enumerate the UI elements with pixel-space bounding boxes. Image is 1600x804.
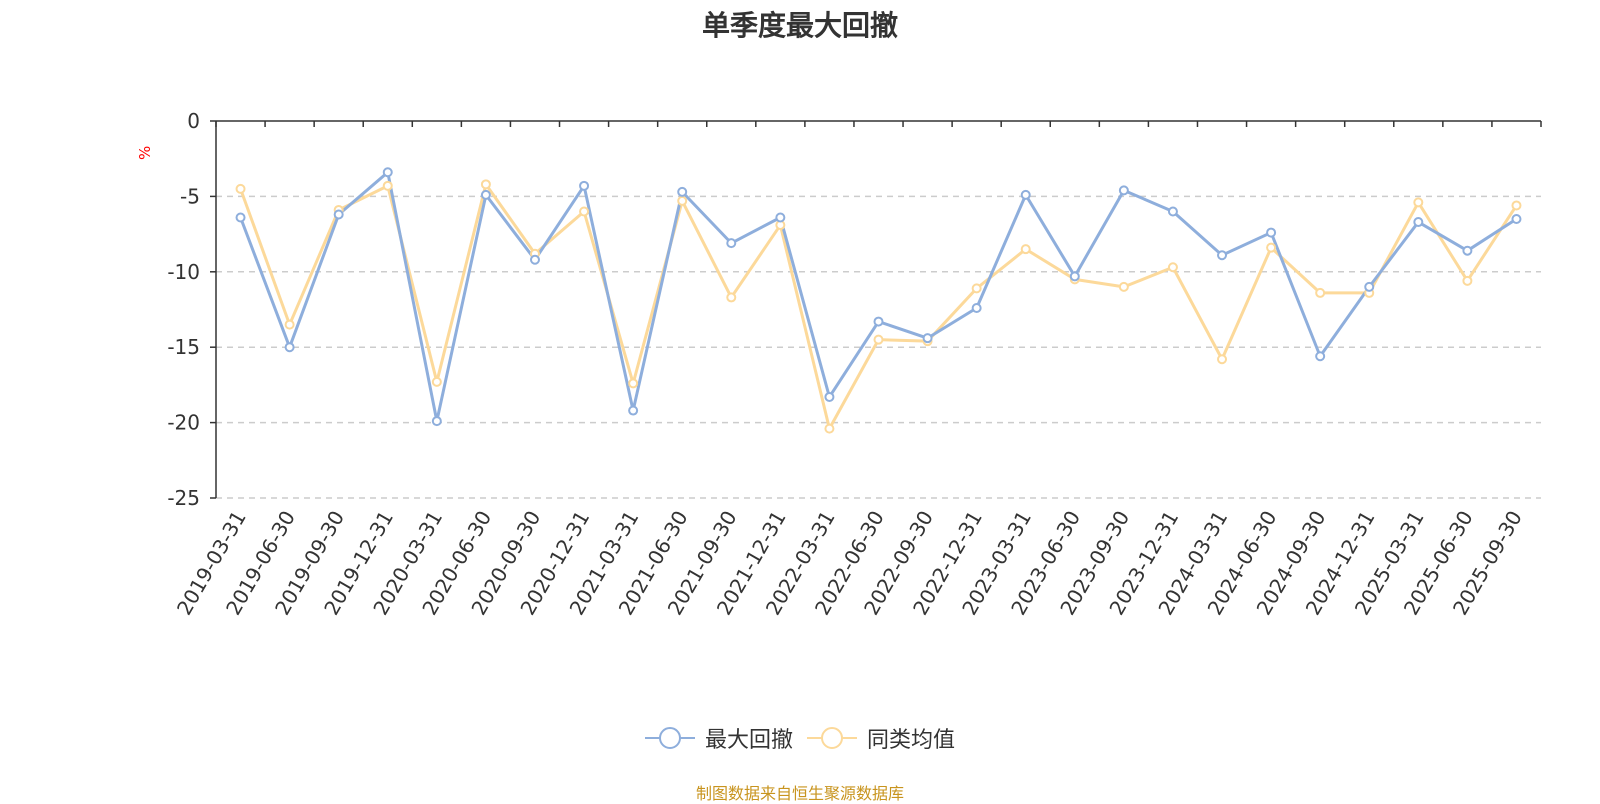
data-point-peer-average — [1118, 281, 1129, 292]
data-point-max-drawdown — [1266, 227, 1277, 238]
series-line-max-drawdown — [239, 170, 1518, 423]
chart-title: 单季度最大回撤 — [701, 9, 898, 42]
legend-item-max-drawdown[interactable]: 最大回撤 — [644, 722, 793, 754]
data-point-peer-average — [1315, 287, 1326, 298]
legend-marker-peer-average — [807, 727, 857, 749]
data-point-max-drawdown — [1413, 217, 1424, 228]
data-point-peer-average — [1511, 200, 1522, 211]
legend-label-max-drawdown: 最大回撤 — [704, 728, 793, 753]
data-point-max-drawdown — [235, 212, 246, 223]
data-point-max-drawdown — [922, 333, 933, 344]
data-point-max-drawdown — [775, 212, 786, 223]
data-point-peer-average — [628, 378, 639, 389]
data-point-max-drawdown — [382, 167, 393, 178]
data-point-max-drawdown — [1167, 206, 1178, 217]
data-point-peer-average — [726, 292, 737, 303]
data-point-max-drawdown — [1364, 281, 1375, 292]
data-point-max-drawdown — [333, 209, 344, 220]
y-tick-label: -15 — [167, 335, 200, 359]
y-tick-label: -25 — [167, 486, 200, 510]
data-point-max-drawdown — [284, 342, 295, 353]
y-tick-label: 0 — [187, 109, 200, 133]
data-point-max-drawdown — [1315, 351, 1326, 362]
data-point-peer-average — [677, 195, 688, 206]
data-point-max-drawdown — [1511, 214, 1522, 225]
data-point-peer-average — [873, 334, 884, 345]
y-tick-label: -5 — [180, 184, 200, 208]
y-tick-label: -10 — [167, 260, 200, 284]
data-point-peer-average — [1020, 244, 1031, 255]
legend-marker-max-drawdown — [644, 727, 695, 749]
data-point-max-drawdown — [1217, 250, 1228, 261]
data-point-peer-average — [431, 376, 442, 387]
data-point-max-drawdown — [579, 180, 590, 191]
data-point-peer-average — [1413, 197, 1424, 208]
data-point-peer-average — [235, 183, 246, 194]
data-point-max-drawdown — [628, 405, 639, 416]
legend: 最大回撤 同类均值 — [0, 722, 1600, 754]
data-point-max-drawdown — [480, 189, 491, 200]
data-point-max-drawdown — [824, 391, 835, 402]
data-point-max-drawdown — [431, 416, 442, 427]
data-point-max-drawdown — [677, 186, 688, 197]
data-point-peer-average — [1217, 354, 1228, 365]
data-point-peer-average — [1462, 275, 1473, 286]
data-point-peer-average — [579, 206, 590, 217]
data-point-peer-average — [284, 319, 295, 330]
data-point-max-drawdown — [1069, 271, 1080, 282]
data-point-peer-average — [971, 283, 982, 294]
source-note: 制图数据来自恒生聚源数据库 — [695, 784, 904, 803]
data-point-peer-average — [824, 423, 835, 434]
data-point-max-drawdown — [873, 316, 884, 327]
data-point-peer-average — [480, 179, 491, 190]
data-point-peer-average — [1266, 242, 1277, 253]
data-point-max-drawdown — [1118, 185, 1129, 196]
data-point-max-drawdown — [529, 254, 540, 265]
data-point-max-drawdown — [971, 302, 982, 313]
data-point-peer-average — [382, 180, 393, 191]
legend-item-peer-average[interactable]: 同类均值 — [807, 722, 955, 754]
y-tick-label: -20 — [167, 411, 200, 435]
data-point-max-drawdown — [726, 238, 737, 249]
data-point-max-drawdown — [1462, 245, 1473, 256]
legend-label-peer-average: 同类均值 — [867, 728, 956, 753]
data-point-peer-average — [1167, 262, 1178, 273]
data-point-max-drawdown — [1020, 189, 1031, 200]
